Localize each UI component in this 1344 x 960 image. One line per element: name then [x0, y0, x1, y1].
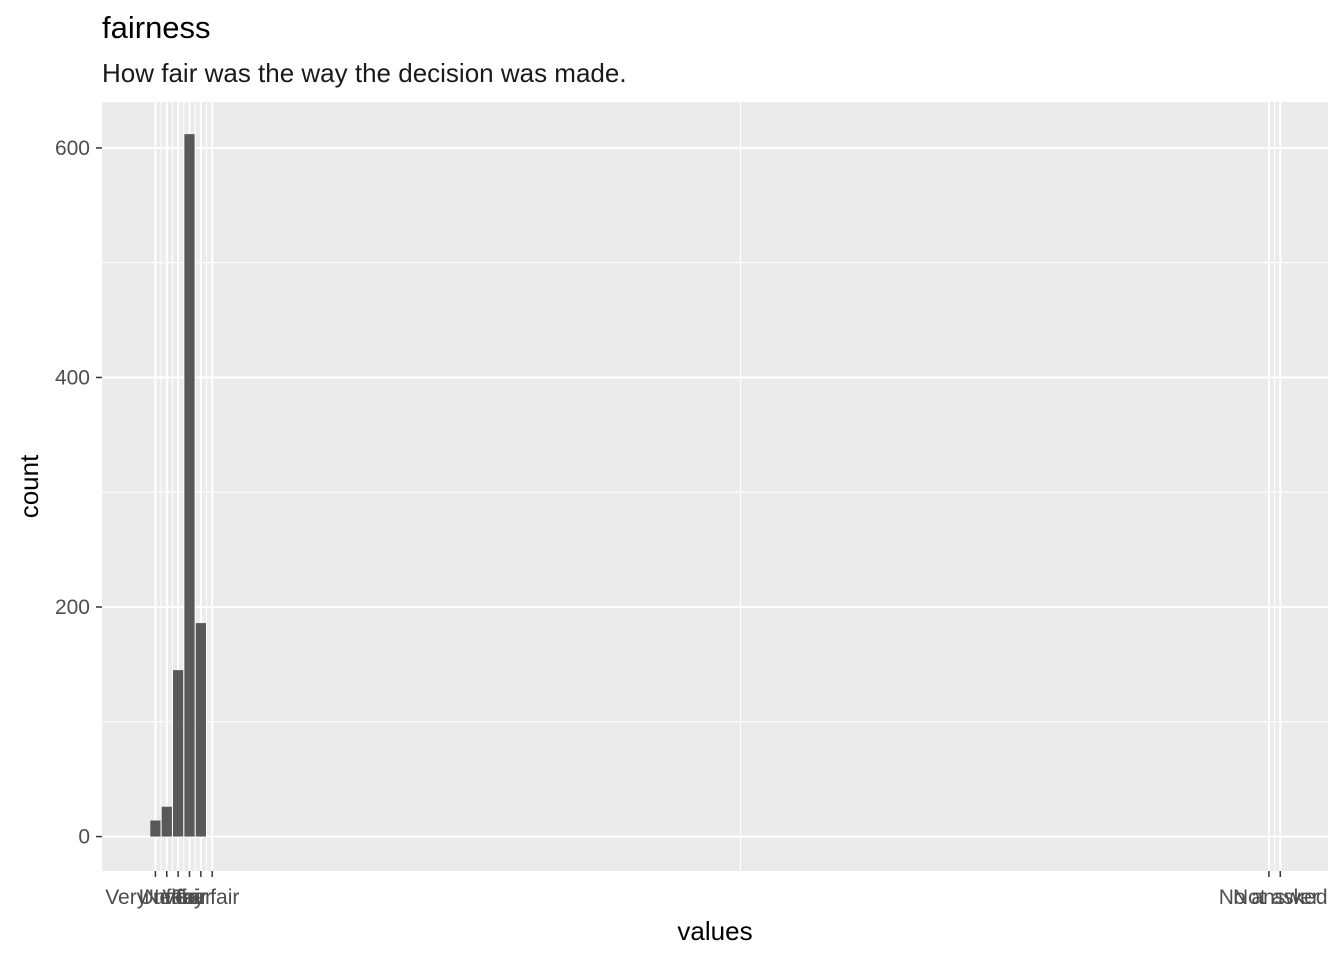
- x-tick-label: Fair: [171, 886, 207, 909]
- chart-title: fairness: [102, 10, 211, 45]
- y-tick-label: 600: [55, 137, 90, 160]
- y-tick-label: 400: [55, 366, 90, 389]
- x-axis-title: values: [677, 916, 752, 946]
- x-tick-label: Neither: [144, 886, 212, 909]
- bar: [184, 134, 195, 837]
- bar: [173, 670, 184, 837]
- y-axis: 0 200 400 600: [55, 137, 102, 849]
- x-tick-label: Not asked: [1233, 886, 1328, 909]
- x-tick-label: Very fair: [162, 886, 239, 909]
- bar: [150, 820, 161, 837]
- bar: [161, 806, 172, 837]
- y-tick-label: 0: [78, 826, 90, 849]
- grid-minor: [102, 102, 1328, 871]
- y-tick-label: 200: [55, 596, 90, 619]
- x-tick-label: Very unfair: [105, 886, 205, 909]
- bars: [150, 134, 206, 837]
- x-tick-label: Unfair: [139, 886, 195, 909]
- x-tick-label: No answer: [1219, 886, 1319, 909]
- plot-panel: [102, 102, 1328, 871]
- y-axis-title: count: [14, 454, 44, 518]
- chart-subtitle: How fair was the way the decision was ma…: [102, 58, 627, 88]
- bar: [195, 623, 206, 837]
